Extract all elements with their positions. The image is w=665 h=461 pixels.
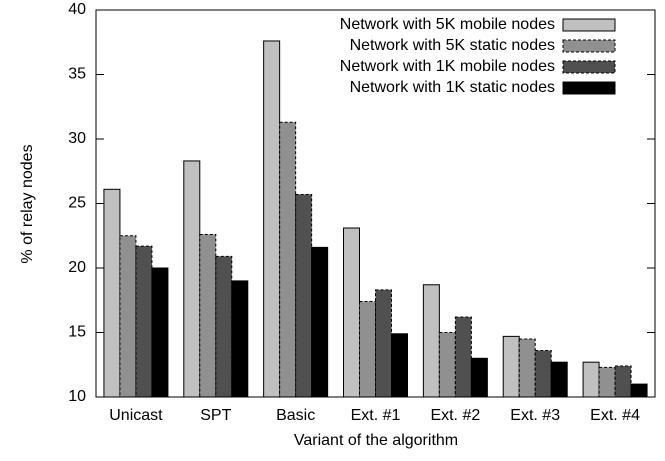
bar (135, 245, 153, 398)
bar (422, 284, 440, 398)
bar (311, 246, 329, 398)
bar (438, 332, 456, 398)
legend-swatch (562, 18, 616, 32)
bar (151, 267, 169, 398)
x-tick-label: Basic (276, 407, 315, 424)
legend-label: Network with 1K mobile nodes (340, 58, 555, 75)
y-tick-label: 30 (68, 130, 86, 147)
bar (502, 335, 520, 398)
y-tick-label: 10 (68, 388, 86, 405)
x-axis-label: Variant of the algorithm (294, 432, 458, 449)
y-tick-label: 35 (68, 66, 86, 83)
bar (375, 289, 392, 398)
bar (231, 280, 249, 398)
y-tick-label: 25 (68, 195, 86, 212)
legend-swatch (562, 81, 616, 95)
bar (103, 188, 121, 398)
bar (630, 383, 648, 398)
y-tick-label: 40 (68, 1, 86, 18)
bar (391, 333, 408, 398)
plot-frame (95, 9, 656, 398)
x-tick-label: Unicast (109, 407, 163, 424)
bar (279, 121, 297, 398)
bar (582, 361, 600, 398)
y-tick-label: 20 (68, 259, 86, 276)
legend-swatch (562, 39, 616, 53)
bar (598, 366, 616, 398)
x-tick-label: Ext. #2 (430, 407, 480, 424)
x-tick-label: Ext. #3 (510, 407, 560, 424)
bar (534, 350, 552, 398)
bar (119, 235, 137, 398)
y-axis-label: % of relay nodes (19, 144, 36, 263)
legend-label: Network with 5K static nodes (350, 37, 555, 54)
bar (359, 301, 376, 398)
bar (183, 160, 201, 398)
legend-swatch (562, 60, 616, 74)
legend-label: Network with 5K mobile nodes (340, 16, 555, 33)
bar (550, 361, 568, 398)
x-tick-label: SPT (200, 407, 231, 424)
bar (518, 338, 536, 398)
bar (470, 357, 488, 398)
bar (614, 365, 632, 398)
bar (199, 233, 217, 398)
bar (263, 40, 281, 398)
bar (295, 193, 313, 398)
y-tick-label: 15 (68, 324, 86, 341)
legend-label: Network with 1K static nodes (350, 79, 555, 96)
bar (454, 316, 472, 398)
bar (215, 255, 233, 398)
bar (343, 227, 360, 398)
x-tick-label: Ext. #4 (590, 407, 640, 424)
x-tick-label: Ext. #1 (351, 407, 401, 424)
